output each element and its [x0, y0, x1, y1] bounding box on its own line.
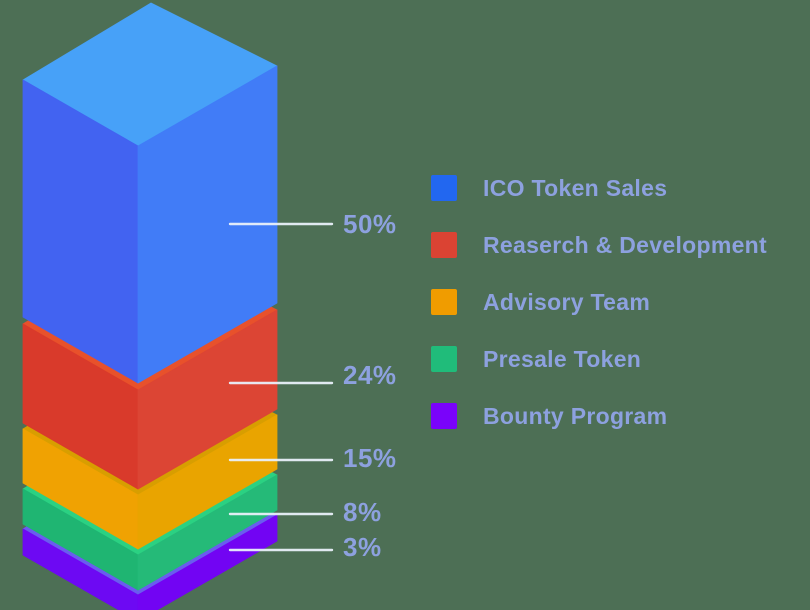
- legend: ICO Token Sales Reaserch & Development Adv…: [431, 175, 767, 429]
- legend-swatch-ico-token-sales: [431, 175, 457, 201]
- percent-label-presale-token: 8%: [343, 497, 382, 527]
- legend-item-ico-token-sales: ICO Token Sales: [431, 175, 767, 201]
- legend-swatch-bounty-program: [431, 403, 457, 429]
- legend-label-presale-token: Presale Token: [483, 345, 642, 372]
- legend-label-advisory-team: Advisory Team: [483, 288, 651, 315]
- legend-item-reaserch-and-development: Reaserch & Development: [431, 232, 767, 258]
- segment-ico-token-sales-right-face: [137, 65, 278, 384]
- segment-advisory-team-right-face: [137, 414, 278, 550]
- legend-label-bounty-program: Bounty Program: [483, 402, 668, 429]
- segment-bounty-program-left-face: [22, 528, 139, 610]
- segment-reaserch-and-development-right-face: [137, 309, 278, 490]
- percent-label-ico-token-sales: 50%: [343, 209, 397, 239]
- percent-label-reaserch-and-development: 24%: [343, 360, 397, 390]
- segment-bounty-program-right-face: [137, 514, 278, 610]
- legend-swatch-advisory-team: [431, 289, 457, 315]
- legend-swatch-presale-token: [431, 346, 457, 372]
- legend-label-reaserch-and-development: Reaserch & Development: [483, 231, 767, 258]
- legend-label-ico-token-sales: ICO Token Sales: [483, 174, 668, 201]
- percent-label-advisory-team: 15%: [343, 443, 397, 473]
- legend-item-advisory-team: Advisory Team: [431, 289, 767, 315]
- legend-item-bounty-program: Bounty Program: [431, 403, 767, 429]
- percent-label-bounty-program: 3%: [343, 532, 382, 562]
- legend-swatch-reaserch-and-development: [431, 232, 457, 258]
- segment-presale-token-right-face: [137, 474, 278, 591]
- legend-item-presale-token: Presale Token: [431, 346, 767, 372]
